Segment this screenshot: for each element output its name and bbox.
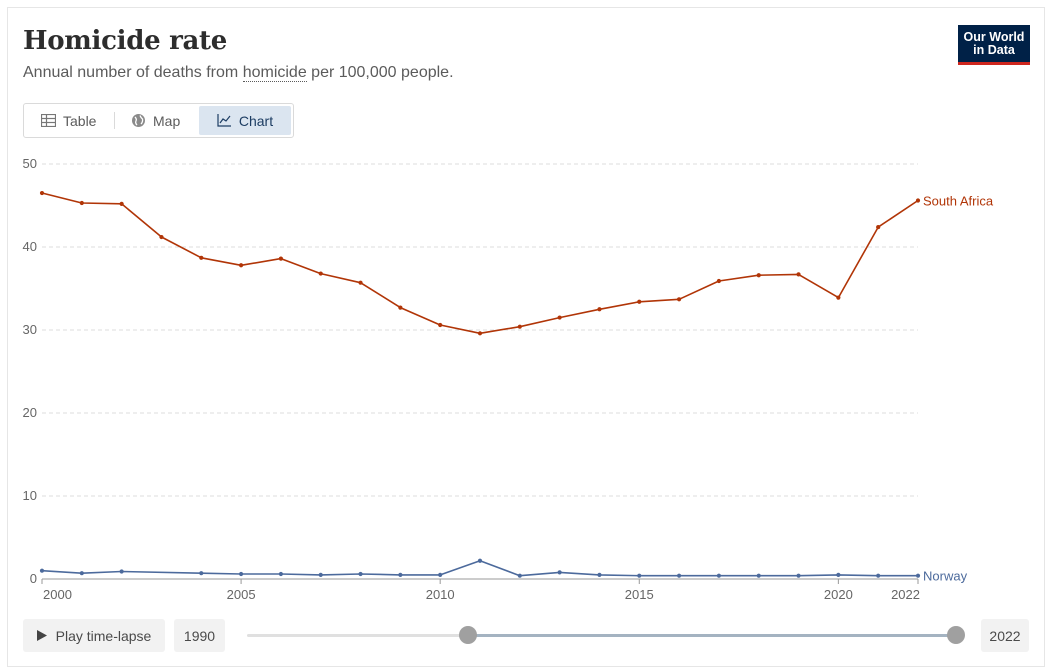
subtitle-suffix: per 100,000 people. (306, 64, 454, 81)
data-point[interactable] (796, 573, 801, 578)
tab-chart-label: Chart (238, 112, 274, 129)
data-point[interactable] (199, 571, 204, 576)
series-line[interactable] (41, 559, 918, 577)
table-icon (41, 114, 56, 127)
data-point[interactable] (79, 571, 84, 576)
data-point[interactable] (398, 305, 403, 310)
y-tick-label: 30 (23, 322, 37, 337)
data-point[interactable] (318, 271, 323, 276)
tab-map-label: Map (153, 112, 181, 129)
data-point[interactable] (836, 572, 841, 577)
data-point[interactable] (557, 315, 562, 320)
homicide-term-link[interactable]: homicide (242, 64, 307, 82)
timeline-start-handle[interactable] (459, 626, 477, 644)
data-point[interactable] (199, 255, 204, 260)
chart-subtitle: Annual number of deaths from homicide pe… (23, 64, 454, 82)
tab-divider (114, 112, 115, 129)
data-point[interactable] (39, 568, 45, 573)
logo-line-1: Our World (963, 30, 1025, 44)
tab-chart[interactable]: Chart (199, 106, 291, 135)
data-point[interactable] (238, 571, 244, 577)
tab-table[interactable]: Table (41, 106, 96, 135)
data-point[interactable] (79, 200, 84, 206)
play-timelapse-button[interactable]: Play time-lapse (23, 619, 165, 652)
data-point[interactable] (915, 573, 921, 578)
data-point[interactable] (637, 573, 642, 578)
data-point[interactable] (796, 272, 801, 277)
data-point[interactable] (637, 299, 642, 304)
subtitle-prefix: Annual number of deaths from (23, 64, 243, 81)
chart-frame (7, 7, 1045, 667)
data-point[interactable] (238, 263, 244, 268)
data-point[interactable] (557, 570, 562, 575)
data-point[interactable] (716, 278, 722, 284)
y-tick-label: 0 (30, 571, 37, 586)
timeline-end-handle[interactable] (947, 626, 965, 644)
data-point[interactable] (477, 558, 483, 563)
series-line[interactable] (41, 192, 919, 335)
data-point[interactable] (876, 224, 881, 230)
y-tick-label: 50 (23, 156, 37, 171)
data-point[interactable] (597, 307, 602, 312)
data-point[interactable] (278, 571, 284, 577)
data-point[interactable] (119, 569, 124, 574)
data-point[interactable] (836, 295, 841, 300)
data-point[interactable] (39, 190, 45, 196)
data-point[interactable] (756, 273, 761, 278)
data-point[interactable] (438, 572, 443, 577)
chart-title: Homicide rate (23, 26, 227, 56)
owid-logo[interactable]: Our World in Data (958, 25, 1030, 65)
data-point[interactable] (915, 198, 921, 203)
data-point[interactable] (756, 573, 761, 578)
data-point[interactable] (159, 234, 164, 240)
globe-icon (132, 114, 145, 127)
data-point[interactable] (477, 331, 483, 336)
tab-map[interactable]: Map (131, 106, 180, 135)
timeline-selected-range (468, 634, 957, 637)
label-layer: 0 10 20 30 40 50 2000 2005 2010 2015 2020 2022 South… (23, 156, 994, 602)
data-point[interactable] (676, 573, 682, 578)
x-tick-label: 2005 (227, 587, 256, 602)
x-tick-label: 2015 (625, 587, 654, 602)
data-point[interactable] (438, 322, 443, 328)
data-point[interactable] (676, 297, 682, 302)
x-tick-label: 2000 (43, 587, 72, 602)
data-point[interactable] (716, 573, 722, 578)
data-point[interactable] (517, 324, 522, 329)
y-tick-label: 10 (23, 488, 37, 503)
series-label[interactable]: Norway (923, 569, 968, 584)
data-point[interactable] (358, 280, 363, 285)
data-point[interactable] (876, 573, 881, 578)
line-chart-icon (217, 114, 231, 127)
data-point[interactable] (358, 571, 363, 577)
series-layer (39, 190, 921, 578)
start-year-button[interactable]: 1990 (174, 619, 225, 652)
tab-table-label: Table (63, 112, 97, 129)
data-point[interactable] (278, 256, 284, 261)
y-tick-label: 40 (23, 239, 37, 254)
data-point[interactable] (398, 572, 403, 577)
data-point[interactable] (119, 201, 124, 206)
x-tick-label: 2022 (891, 587, 920, 602)
y-tick-label: 20 (23, 405, 37, 420)
series-label[interactable]: South Africa (923, 194, 994, 209)
play-label: Play time-lapse (55, 627, 152, 644)
view-tabs: Table Map Chart (23, 103, 294, 138)
x-tick-label: 2010 (426, 587, 455, 602)
data-point[interactable] (597, 572, 602, 577)
logo-line-2: in Data (973, 43, 1015, 57)
play-icon (36, 630, 47, 641)
data-point[interactable] (517, 573, 522, 578)
x-tick-label: 2020 (824, 587, 853, 602)
grid-layer (41, 163, 919, 584)
end-year-button[interactable]: 2022 (981, 619, 1029, 652)
data-point[interactable] (318, 572, 323, 577)
